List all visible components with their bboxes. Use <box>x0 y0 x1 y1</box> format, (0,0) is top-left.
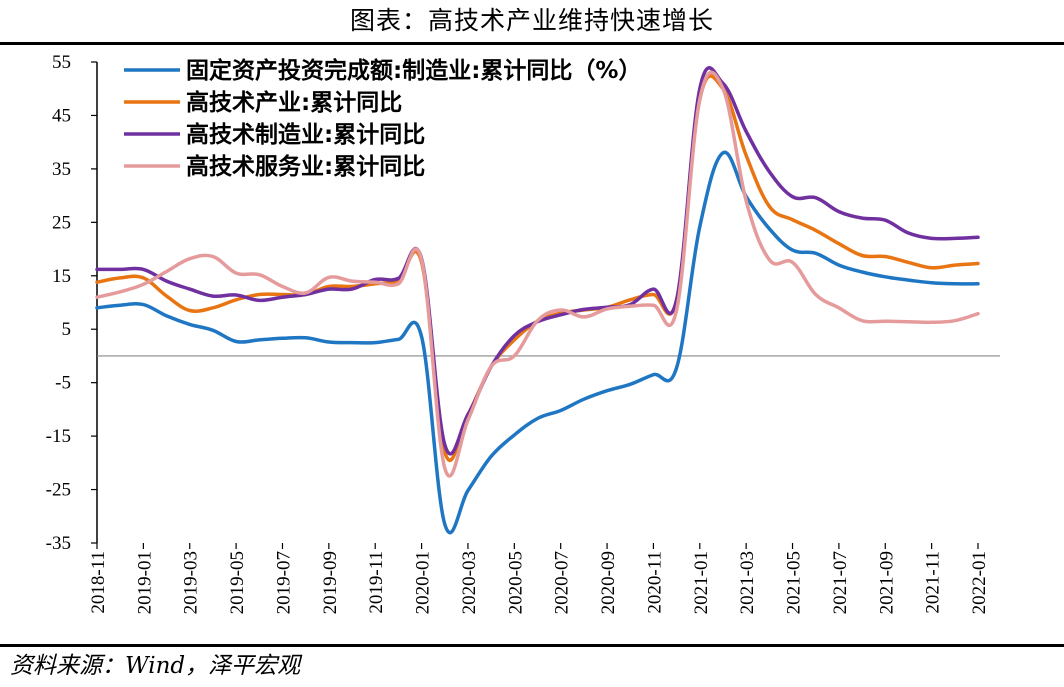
x-tick-label: 2019-03 <box>181 551 202 614</box>
y-tick-label: 45 <box>52 105 71 126</box>
y-tick-label: -5 <box>55 373 71 394</box>
bottom-rule <box>0 644 1064 647</box>
x-tick-label: 2020-03 <box>459 551 480 614</box>
legend: 固定资产投资完成额:制造业:累计同比（%） 高技术产业:累计同比高技术制造业:累计… <box>124 57 641 180</box>
y-tick-label: 55 <box>52 52 71 73</box>
x-tick-label: 2021-03 <box>737 551 758 614</box>
y-tick-label: -15 <box>46 426 71 447</box>
x-tick-label: 2021-07 <box>830 551 851 614</box>
x-tick-label: 2019-05 <box>227 551 248 614</box>
y-tick-label: 35 <box>52 159 71 180</box>
top-rule <box>0 42 1064 45</box>
x-tick-label: 2022-01 <box>969 551 990 614</box>
chart-title: 图表：高技术产业维持快速增长 <box>349 6 714 35</box>
x-tick-label: 2020-09 <box>598 551 619 614</box>
y-tick-label: -35 <box>46 533 71 554</box>
legend-label-2: 高技术产业:累计同比 <box>186 89 402 116</box>
x-tick-label: 2021-09 <box>876 551 897 614</box>
y-tick-label: -25 <box>46 480 71 501</box>
x-tick-label: 2018-11 <box>88 551 109 614</box>
axes: 55 45 35 25 15 5 -5 -15 -25 -35 2018-11 2019-01 2019… <box>46 52 1000 614</box>
x-tick-label: 2019-07 <box>273 551 294 614</box>
series-line-4 <box>95 70 980 478</box>
x-tick-label: 2020-05 <box>505 551 526 614</box>
x-tick-label: 2020-11 <box>644 551 665 614</box>
legend-label-3: 高技术制造业:累计同比 <box>186 121 425 148</box>
source-note: 资料来源：Wind，泽平宏观 <box>10 653 301 679</box>
series-lines <box>95 66 980 535</box>
x-tick-label: 2020-07 <box>552 551 573 614</box>
y-tick-label: 15 <box>52 266 71 287</box>
x-tick-label: 2019-09 <box>320 551 341 614</box>
x-tick-label: 2021-05 <box>784 551 805 614</box>
series-line-1 <box>95 150 980 535</box>
y-tick-label: 25 <box>52 212 71 233</box>
x-tick-label: 2019-01 <box>134 551 155 614</box>
x-tick-label: 2021-01 <box>691 551 712 614</box>
y-tick-label: 5 <box>62 319 72 340</box>
legend-label-4: 高技术服务业:累计同比 <box>186 153 425 180</box>
x-tick-label: 2021-11 <box>923 551 944 614</box>
x-tick-label: 2019-11 <box>366 551 387 614</box>
legend-label-1: 固定资产投资完成额:制造业:累计同比（%） <box>186 57 641 84</box>
x-tick-label: 2020-01 <box>413 551 434 614</box>
